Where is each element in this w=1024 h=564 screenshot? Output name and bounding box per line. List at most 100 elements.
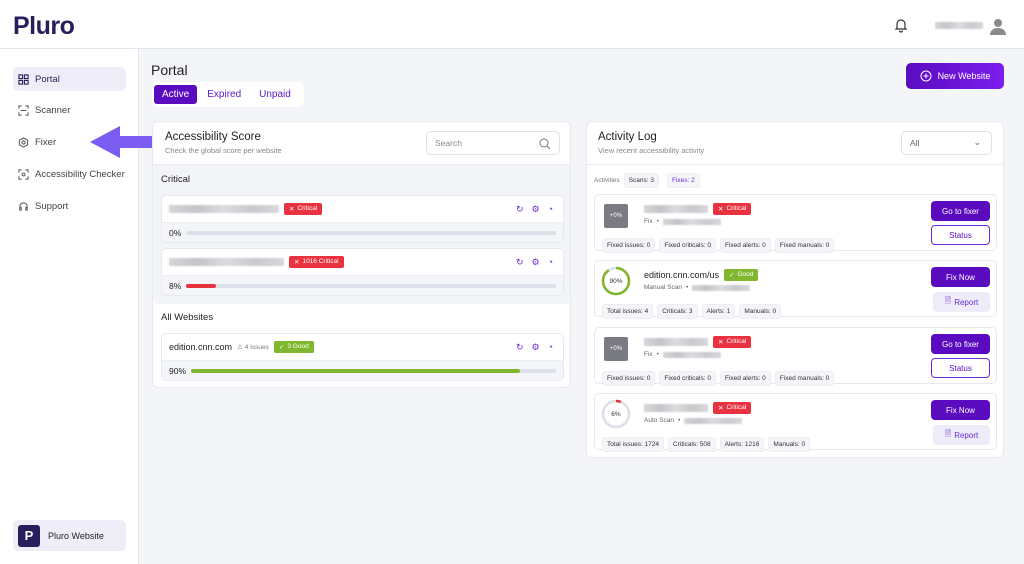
issues-count: ⚠ 4 Issues [237, 344, 269, 351]
date-redacted [684, 417, 743, 424]
score-bar [186, 283, 556, 288]
good-badge: ✓ 3 Good [273, 341, 314, 353]
sidebar-item-fixer[interactable]: Fixer [13, 130, 126, 154]
pluro-logo[interactable]: Pluro [13, 12, 75, 40]
website-row[interactable]: ✕ Critical ↻ ⚙ ◔ 0% [161, 195, 564, 243]
pluro-website-link[interactable]: P Pluro Website [13, 520, 126, 551]
card-subtitle: View recent accessibility activity [598, 146, 705, 155]
stat-chip: Alerts: 1216 [719, 437, 765, 452]
scan-search-icon [18, 168, 29, 180]
rescan-icon[interactable]: ↻ [515, 341, 524, 352]
pluro-website-label: Pluro Website [48, 530, 104, 541]
stat-chip: Criticals: 3 [657, 304, 698, 319]
stat-chip: Alerts: 1 [701, 304, 736, 319]
settings-icon[interactable]: ⚙ [531, 203, 540, 214]
new-website-label: New Website [937, 71, 991, 81]
report-button[interactable]: 🗎 Report [933, 292, 990, 312]
report-chart-icon[interactable]: ◔ [547, 341, 553, 352]
sidebar-item-accessibility-checker[interactable]: Accessibility Checker [13, 162, 126, 186]
status-button[interactable]: Status [931, 358, 990, 378]
date-redacted [692, 284, 751, 291]
score-bar-fill [186, 283, 216, 288]
status-badge: ✕ Critical [713, 402, 752, 414]
activity-type: Auto Scan [644, 417, 674, 424]
plus-circle-icon [920, 70, 932, 82]
activity-item: +0% ✕ Critical Fix • Fixed issues: 0 Fixed … [594, 194, 997, 253]
activity-type: Fix [644, 351, 653, 358]
fix-thumbnail: +0% [604, 204, 628, 228]
fix-now-button[interactable]: Fix Now [931, 267, 990, 287]
report-chart-icon[interactable]: ◔ [547, 203, 553, 214]
tab-expired[interactable]: Expired [207, 89, 242, 100]
search-placeholder: Search [435, 138, 462, 148]
card-title: Activity Log [598, 131, 657, 143]
fix-thumbnail: +0% [604, 337, 628, 361]
section-label-all-websites: All Websites [161, 312, 214, 323]
stat-chip: Fixed manuals: 0 [774, 371, 835, 386]
new-website-button[interactable]: New Website [906, 63, 1004, 89]
sidebar-item-support[interactable]: Support [13, 194, 126, 218]
score-ring: 6% [601, 399, 631, 429]
filter-value: All [910, 138, 920, 148]
top-header: Pluro [0, 0, 1024, 49]
rescan-icon[interactable]: ↻ [515, 256, 524, 267]
tab-active[interactable]: Active [154, 85, 198, 104]
pluro-logo-mark: P [18, 524, 40, 547]
report-chart-icon[interactable]: ◔ [547, 256, 553, 267]
critical-section: Critical ✕ Critical ↻ ⚙ ◔ 0% ✕ 1016 Critica… [153, 164, 570, 304]
stat-chip: Fixed criticals: 0 [659, 238, 716, 253]
settings-icon[interactable]: ⚙ [531, 256, 540, 267]
score-ring-progress [601, 266, 631, 296]
website-row[interactable]: ✕ 1016 Critical ↻ ⚙ ◔ 8% [161, 248, 564, 296]
headset-icon [19, 201, 28, 211]
sidebar-item-label: Accessibility Checker [35, 168, 125, 180]
go-to-fixer-button[interactable]: Go to fixer [931, 334, 990, 354]
website-name-redacted [169, 258, 284, 266]
scans-count: Scans: 3 [623, 173, 659, 188]
search-icon [539, 138, 551, 150]
user-icon[interactable] [989, 17, 1007, 35]
stat-chip: Fixed criticals: 0 [659, 371, 716, 386]
pointer-arrow-annotation [90, 126, 165, 158]
stat-chip: Fixed alerts: 0 [719, 238, 771, 253]
activity-log-card: Activity Log View recent accessibility a… [586, 121, 1004, 458]
stat-chip: Total issues: 4 [602, 304, 654, 319]
score-bar-fill [191, 368, 520, 373]
sidebar-item-label: Portal [35, 73, 60, 85]
status-badge: ✕ Critical [713, 203, 752, 215]
activity-item: 6% ✕ Critical Auto Scan • Total issues: 17… [594, 393, 997, 452]
website-name-redacted [644, 205, 708, 213]
sidebar-item-scanner[interactable]: Scanner [13, 98, 126, 122]
website-name: edition.cnn.com [169, 342, 233, 352]
search-input[interactable]: Search [426, 131, 560, 155]
date-redacted [662, 351, 721, 358]
activity-filter-select[interactable]: All ⌄ [901, 131, 992, 155]
page-title: Portal [151, 62, 188, 78]
score-ring-progress [601, 399, 631, 429]
stat-chip: Total issues: 1724 [602, 437, 665, 452]
rescan-icon[interactable]: ↻ [515, 203, 524, 214]
sidebar-item-label: Support [35, 200, 69, 212]
section-label-critical: Critical [161, 174, 191, 185]
report-button[interactable]: 🗎 Report [933, 425, 990, 445]
activities-summary: Activities Scans: 3 Fixes: 2 [594, 173, 704, 188]
score-bar [191, 368, 556, 373]
website-row[interactable]: edition.cnn.com ⚠ 4 Issues ✓ 3 Good ↻ ⚙ ◔ 90% [161, 333, 564, 381]
sidebar-item-portal[interactable]: Portal [13, 67, 126, 91]
sidebar-item-label: Scanner [35, 104, 71, 116]
grid-icon [18, 73, 29, 85]
status-tabs: Active Expired Unpaid [152, 82, 304, 107]
hexagon-gear-icon [18, 136, 29, 148]
go-to-fixer-button[interactable]: Go to fixer [931, 201, 990, 221]
fixes-count: Fixes: 2 [666, 173, 700, 188]
stat-chip: Criticals: 508 [668, 437, 716, 452]
score-ring: 90% [601, 266, 631, 296]
date-redacted [662, 218, 721, 225]
stat-chip: Manuals: 0 [739, 304, 782, 319]
status-button[interactable]: Status [931, 225, 990, 245]
bell-icon[interactable] [893, 17, 909, 33]
fix-now-button[interactable]: Fix Now [931, 400, 990, 420]
critical-badge: ✕ 1016 Critical [289, 256, 344, 268]
tab-unpaid[interactable]: Unpaid [259, 89, 291, 100]
settings-icon[interactable]: ⚙ [531, 341, 540, 352]
